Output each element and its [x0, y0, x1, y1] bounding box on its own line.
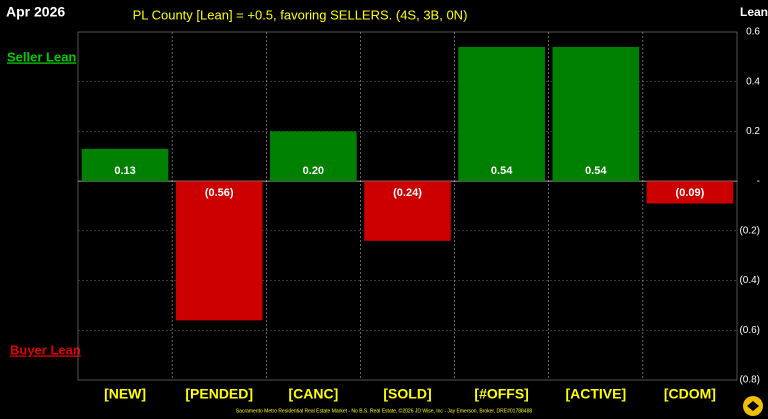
x-tick-label: [#OFFS]: [474, 386, 528, 402]
value-label: (0.56): [205, 187, 234, 199]
value-label: 0.54: [585, 165, 607, 177]
bar: [270, 131, 357, 182]
bar: [175, 181, 263, 321]
bar: [81, 148, 169, 182]
footer: Sacramento Metro Residential Real Estate…: [236, 407, 533, 414]
chart-title: PL County [Lean] = +0.5, favoring SELLER…: [133, 7, 468, 22]
bar: [646, 181, 734, 204]
date-label: Apr 2026: [6, 4, 65, 20]
y-tick-label: (0.4): [739, 275, 760, 286]
x-tick-label: [ACTIVE]: [565, 386, 626, 402]
logo-mark: [747, 401, 759, 411]
y-tick-label: 0.6: [746, 27, 760, 38]
y-tick-label: (0.8): [739, 375, 760, 386]
y-tick-label: 0.2: [746, 126, 760, 137]
bar: [552, 46, 640, 182]
seller-annotation: Seller Lean: [7, 49, 76, 64]
y-tick-label: (0.2): [739, 225, 760, 236]
x-tick-label: [CDOM]: [664, 386, 716, 402]
x-tick-label: [SOLD]: [383, 386, 431, 402]
x-tick-label: [CANC]: [288, 386, 338, 402]
y-tick-label: 0.4: [746, 76, 760, 87]
buyer-annotation: Buyer Lean: [10, 342, 81, 357]
bar: [364, 181, 451, 241]
value-label: (0.24): [393, 187, 422, 199]
y-tick-label: (0.6): [739, 325, 760, 336]
y-tick-label: -: [757, 176, 760, 187]
value-label: 0.54: [491, 165, 513, 177]
value-label: 0.20: [303, 165, 324, 177]
x-tick-label: [NEW]: [104, 386, 146, 402]
bar: [458, 46, 545, 182]
y-axis-label: Lean: [740, 5, 768, 19]
value-label: (0.09): [676, 187, 705, 199]
value-label: 0.13: [114, 165, 135, 177]
x-tick-label: [PENDED]: [185, 386, 253, 402]
